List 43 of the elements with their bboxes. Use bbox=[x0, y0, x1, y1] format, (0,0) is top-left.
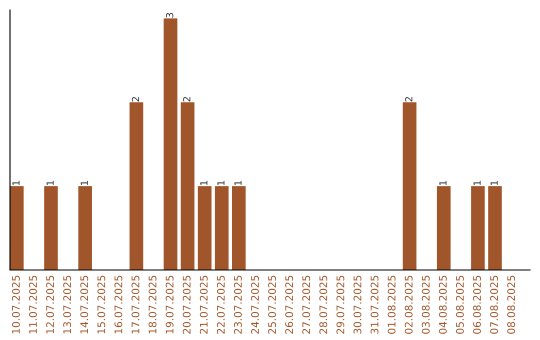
x-tick-label: 12.07.2025 bbox=[46, 276, 54, 334]
x-tick-label: 29.07.2025 bbox=[336, 276, 344, 334]
x-tick-label: 07.08.2025 bbox=[490, 276, 498, 334]
x-tick-label: 26.07.2025 bbox=[285, 276, 294, 334]
x-tick-label: 08.08.2025 bbox=[507, 276, 516, 334]
x-tick-label: 14.07.2025 bbox=[80, 276, 88, 334]
x-tick-label: 22.07.2025 bbox=[216, 276, 225, 334]
x-tick-label: 16.07.2025 bbox=[114, 276, 122, 334]
data-label: 2 bbox=[132, 97, 140, 102]
x-tick-label: 02.08.2025 bbox=[404, 276, 413, 334]
x-tick-label: 15.07.2025 bbox=[97, 276, 106, 334]
x-tick-label: 28.07.2025 bbox=[319, 276, 328, 334]
data-label: 1 bbox=[439, 180, 446, 186]
data-label: 1 bbox=[200, 180, 208, 186]
x-tick-label: 31.07.2025 bbox=[370, 276, 378, 334]
x-tick-label: 23.07.2025 bbox=[234, 276, 242, 334]
data-label: 1 bbox=[80, 180, 88, 186]
x-tick-label: 06.08.2025 bbox=[473, 276, 481, 334]
x-tick-label: 03.08.2025 bbox=[422, 276, 430, 334]
data-label: 2 bbox=[405, 97, 412, 102]
data-label: 3 bbox=[166, 12, 174, 18]
data-label: 1 bbox=[12, 180, 20, 186]
x-tick-label: 21.07.2025 bbox=[200, 276, 208, 334]
x-tick-label: 24.07.2025 bbox=[251, 276, 259, 334]
x-tick-label: 19.07.2025 bbox=[166, 276, 174, 334]
x-tick-label: 18.07.2025 bbox=[148, 276, 156, 334]
data-label: 1 bbox=[474, 180, 481, 186]
x-tick-label: 17.07.2025 bbox=[132, 276, 140, 334]
x-tick-label: 01.08.2025 bbox=[388, 276, 396, 334]
data-label: 1 bbox=[46, 180, 54, 186]
x-tick-label: 13.07.2025 bbox=[63, 276, 72, 334]
x-tick-label: 27.07.2025 bbox=[302, 276, 310, 334]
x-tick-label: 10.07.2025 bbox=[12, 276, 20, 334]
data-label: 2 bbox=[183, 97, 190, 102]
x-tick-label: 05.08.2025 bbox=[456, 276, 464, 334]
x-tick-label: 25.07.2025 bbox=[268, 276, 276, 334]
data-label: 1 bbox=[490, 180, 498, 186]
data-label: 1 bbox=[217, 180, 224, 186]
x-tick-label: 20.07.2025 bbox=[182, 276, 191, 334]
x-tick-label: 30.07.2025 bbox=[354, 276, 362, 334]
data-label: 1 bbox=[234, 180, 242, 186]
x-tick-label: 11.07.2025 bbox=[29, 276, 37, 334]
x-tick-label: 04.08.2025 bbox=[438, 276, 447, 334]
